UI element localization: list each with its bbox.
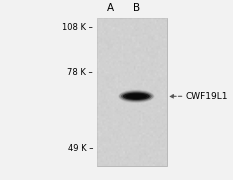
Bar [97, 18, 167, 166]
Ellipse shape [118, 89, 154, 103]
Ellipse shape [119, 91, 154, 102]
Text: A: A [107, 3, 114, 13]
Ellipse shape [121, 92, 152, 101]
Text: 108 K –: 108 K – [62, 23, 93, 32]
Text: 49 K –: 49 K – [68, 144, 93, 153]
Text: B: B [133, 3, 140, 13]
Text: 78 K –: 78 K – [67, 68, 93, 77]
Ellipse shape [123, 93, 150, 100]
Text: CWF19L1: CWF19L1 [185, 92, 228, 101]
Ellipse shape [125, 94, 147, 99]
